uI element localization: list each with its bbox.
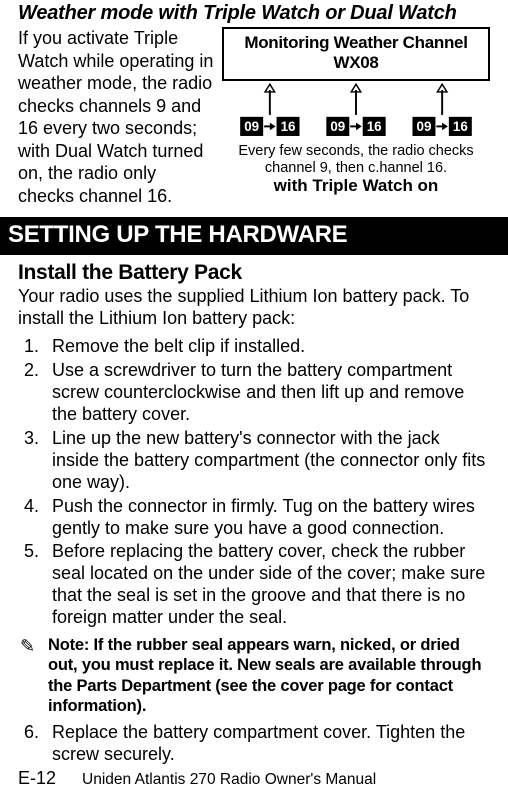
intro-row: If you activate Triple Watch while opera… — [18, 27, 490, 207]
footer-title: Uniden Atlantis 270 Radio Owner's Manual — [82, 771, 376, 789]
channel-label: 16 — [367, 119, 382, 134]
section-title: Weather mode with Triple Watch or Dual W… — [18, 0, 490, 25]
step-item: Line up the new battery's connector with… — [18, 428, 490, 494]
steps-list: Remove the belt clip if installed.Use a … — [18, 336, 490, 629]
pencil-icon: ✎ — [20, 635, 40, 716]
steps-list-2: Replace the battery compartment cover. T… — [18, 722, 490, 766]
page: Weather mode with Triple Watch or Dual W… — [0, 0, 508, 797]
arrow-head — [442, 123, 448, 131]
subheading: Install the Battery Pack — [18, 261, 490, 285]
arrow-head — [270, 123, 276, 131]
sub-intro: Your radio uses the supplied Lithium Ion… — [18, 286, 490, 330]
monitor-title-box: Monitoring Weather Channel WX08 — [222, 27, 490, 81]
channel-label: 09 — [244, 119, 259, 134]
intro-text: If you activate Triple Watch while opera… — [18, 27, 216, 207]
figure-caption-1: Every few seconds, the radio checks chan… — [222, 143, 490, 176]
watch-diagram: 09 16 09 16 09 16 — [222, 81, 490, 145]
bar-heading: SETTING UP THE HARDWARE — [0, 217, 508, 255]
arrow-group — [265, 84, 447, 115]
arrow-head — [356, 123, 362, 131]
step-item: Before replacing the battery cover, chec… — [18, 541, 490, 629]
footer: E-12 Uniden Atlantis 270 Radio Owner's M… — [18, 768, 490, 789]
note-text: Note: If the rubber seal appears warn, n… — [48, 635, 490, 716]
step-item: Use a screwdriver to turn the battery co… — [18, 360, 490, 426]
note-row: ✎ Note: If the rubber seal appears warn,… — [18, 635, 490, 716]
figure-caption-2: with Triple Watch on — [274, 176, 439, 196]
figure-column: Monitoring Weather Channel WX08 09 16 09 16… — [222, 27, 490, 207]
channel-label: 09 — [330, 119, 345, 134]
step-item: Replace the battery compartment cover. T… — [18, 722, 490, 766]
step-item: Push the connector in firmly. Tug on the… — [18, 496, 490, 540]
channel-label: 16 — [281, 119, 296, 134]
step-item: Remove the belt clip if installed. — [18, 336, 490, 358]
channel-label: 09 — [417, 119, 432, 134]
page-number: E-12 — [18, 768, 56, 789]
channel-label: 16 — [453, 119, 468, 134]
